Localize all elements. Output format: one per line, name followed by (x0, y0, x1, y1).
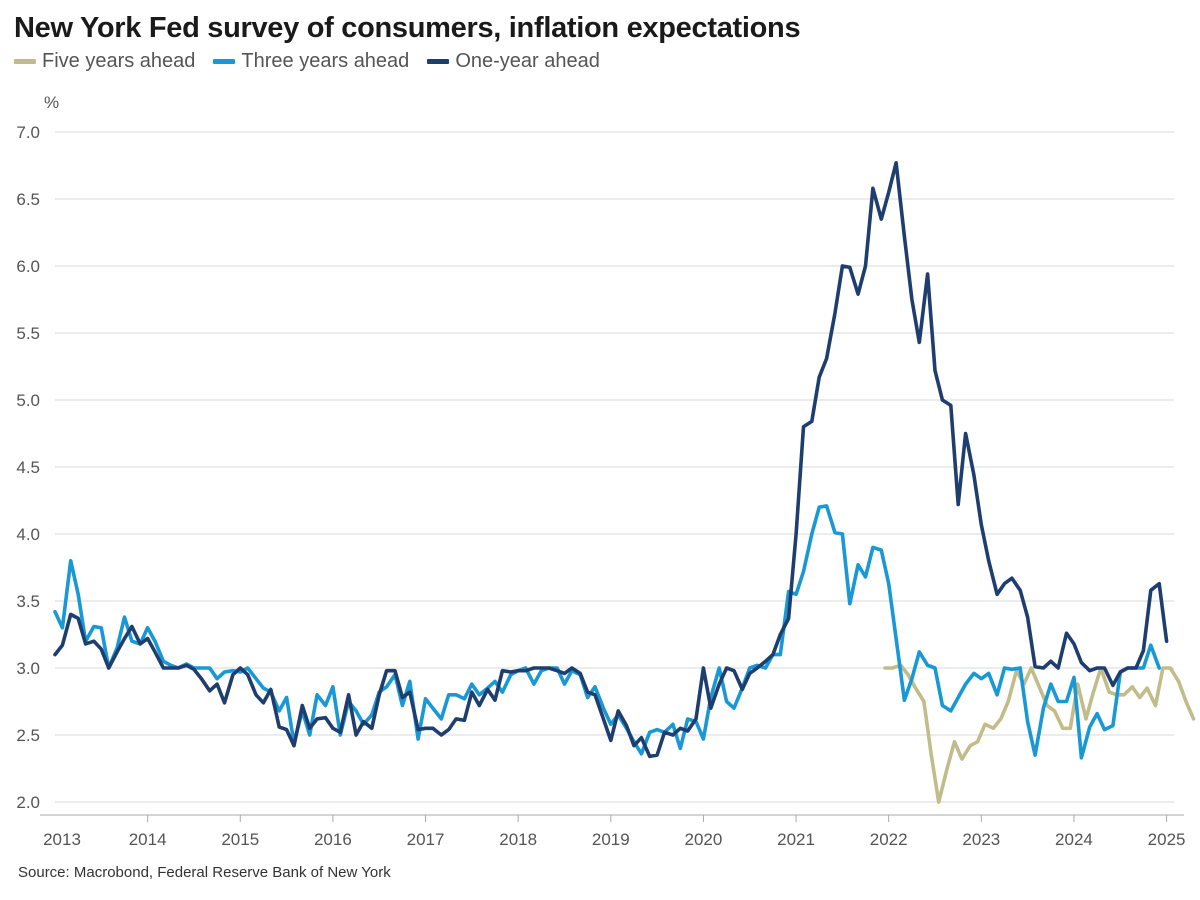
chart-legend: Five years ahead Three years ahead One-y… (14, 50, 600, 73)
y-tick-label: 4.5 (16, 458, 40, 477)
legend-label-one-year: One-year ahead (455, 50, 600, 72)
y-tick-label: 3.0 (16, 659, 40, 678)
x-axis: 2013 2014 2015 2016 2017 2018 2019 2020 2021 2022… (40, 814, 1186, 849)
x-tick-label: 2017 (407, 830, 445, 849)
y-tick-label: 5.5 (16, 324, 40, 343)
gridlines (55, 131, 1174, 803)
y-tick-label: 4.0 (16, 525, 40, 544)
x-tick-label: 2024 (1055, 830, 1093, 849)
legend-label-three-years: Three years ahead (241, 50, 410, 72)
legend-swatch-three-years (213, 59, 236, 64)
series-line-three-years-ahead (53, 504, 1161, 760)
x-tick-label: 2020 (685, 830, 723, 849)
x-tick-label: 2021 (777, 830, 815, 849)
y-tick-label: 7.0 (16, 123, 40, 142)
legend-item-three-years: Three years ahead (213, 50, 409, 73)
x-tick-label: 2014 (129, 830, 167, 849)
source-note: Source: Macrobond, Federal Reserve Bank … (18, 864, 391, 881)
legend-swatch-five-years (14, 59, 36, 64)
series-line-one-year-ahead (53, 161, 1169, 759)
legend-item-one-year: One-year ahead (427, 50, 600, 73)
y-axis-unit-label: % (44, 93, 59, 112)
y-tick-label: 2.0 (16, 793, 40, 812)
y-tick-label: 6.0 (16, 257, 40, 276)
y-axis-ticks: 7.0 6.5 6.0 5.5 5.0 4.5 4.0 3.5 3.0 2.5 2.0 (16, 123, 40, 812)
series-lines (53, 161, 1196, 804)
legend-swatch-one-year (427, 59, 450, 64)
y-tick-label: 2.5 (16, 726, 40, 745)
x-tick-label: 2016 (314, 830, 352, 849)
x-tick-label: 2023 (962, 830, 1000, 849)
y-tick-label: 6.5 (16, 190, 40, 209)
x-tick-label: 2015 (221, 830, 259, 849)
legend-label-five-years: Five years ahead (42, 50, 196, 72)
y-tick-label: 3.5 (16, 592, 40, 611)
x-tick-label: 2022 (870, 830, 908, 849)
y-tick-label: 5.0 (16, 391, 40, 410)
legend-item-five-years: Five years ahead (14, 50, 195, 73)
x-tick-label: 2019 (592, 830, 630, 849)
series-line-five-years-ahead (883, 663, 1196, 804)
x-tick-label: 2025 (1148, 830, 1186, 849)
chart-title: New York Fed survey of consumers, inflat… (14, 12, 801, 44)
x-tick-label: 2013 (43, 830, 81, 849)
x-tick-label: 2018 (499, 830, 537, 849)
